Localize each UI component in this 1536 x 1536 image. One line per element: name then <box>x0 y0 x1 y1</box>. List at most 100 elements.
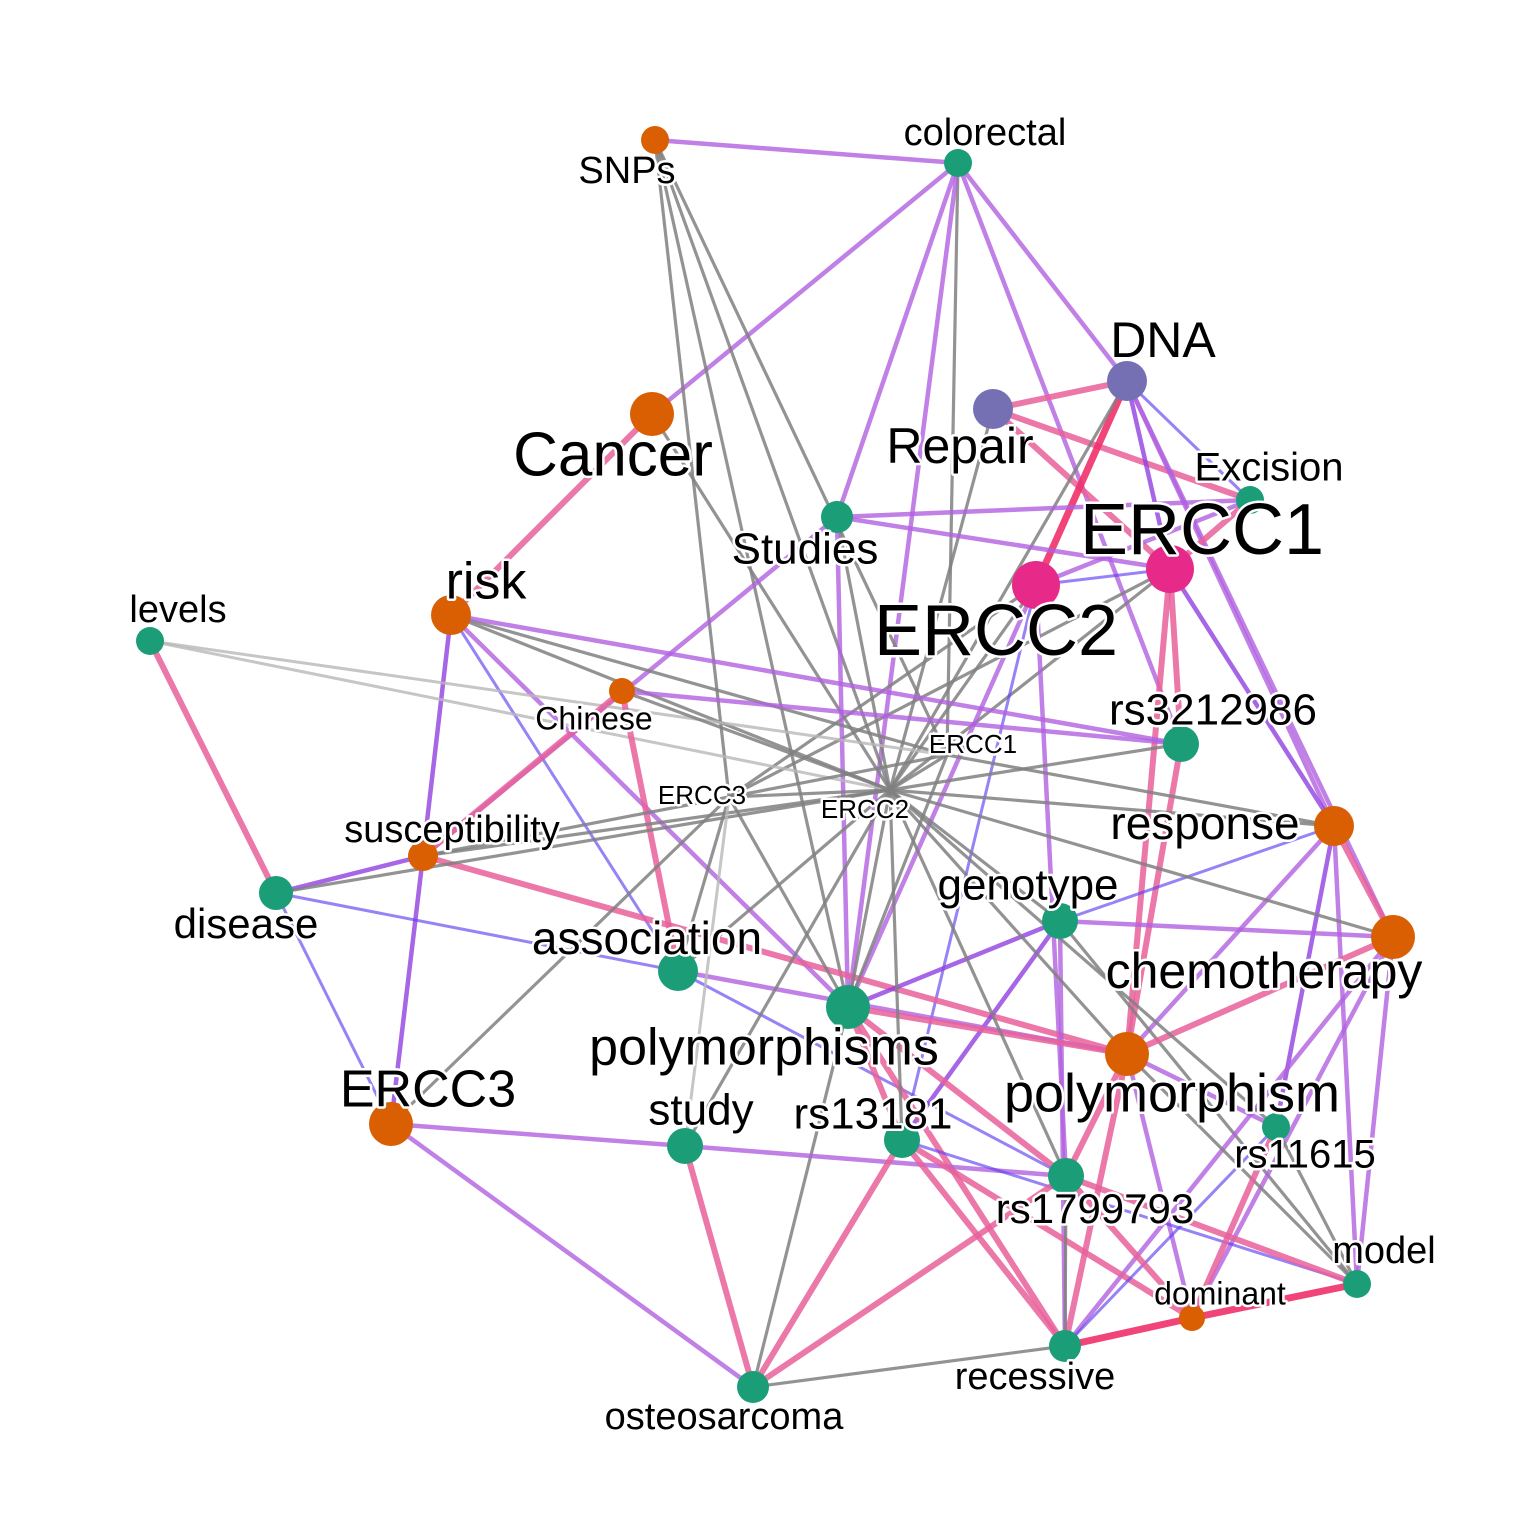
node-levels <box>136 627 164 655</box>
edge-levels-ercc2_small <box>148 639 892 792</box>
edge-polymorphism-rs11615 <box>1124 1051 1279 1130</box>
edge-polymorphisms-polymorphism <box>845 1004 1130 1057</box>
node-label-rs13181: rs13181 <box>793 1090 952 1139</box>
node-label-ercc3_small: ERCC3 <box>658 780 746 810</box>
node-label-dominant: dominant <box>1154 1275 1286 1311</box>
edge-response-model <box>1331 823 1360 1287</box>
node-label-excision: Excision <box>1195 446 1344 490</box>
node-dna <box>1107 361 1147 401</box>
node-disease <box>259 876 293 910</box>
edge-colorectal-rs3212986 <box>955 160 1184 747</box>
node-label-risk: risk <box>446 553 528 611</box>
edge-polymorphism-rs1799793 <box>1063 1051 1130 1179</box>
node-study <box>667 1128 703 1164</box>
edge-rs3212986-ercc2_small <box>888 742 1183 792</box>
node-label-polymorphisms: polymorphisms <box>589 1019 939 1077</box>
edge-repair-dna <box>990 378 1130 412</box>
edge-polymorphisms-rs1799793 <box>845 1004 1069 1179</box>
edge-layer <box>147 137 1396 1390</box>
node-label-chemotherapy: chemotherapy <box>1106 943 1423 999</box>
edge-susceptibility-polymorphism <box>420 853 1130 1057</box>
node-chinese <box>609 678 635 704</box>
node-ercc2_big <box>1012 561 1060 609</box>
edge-response-ercc1_small <box>945 753 1336 828</box>
node-label-ercc1_small: ERCC1 <box>929 729 1017 759</box>
node-polymorphism <box>1105 1032 1149 1076</box>
edge-susceptibility-ercc2_small <box>421 788 892 858</box>
edge-ercc2_big-rs13181 <box>900 583 1038 1142</box>
node-label-ercc3_big: ERCC3 <box>340 1061 516 1119</box>
edge-genotype-polymorphisms <box>845 918 1063 1010</box>
node-label-association: association <box>532 912 762 964</box>
node-label-rs3212986: rs3212986 <box>1109 686 1317 735</box>
edge-ercc2_big-ercc2_small <box>888 583 1038 792</box>
node-label-rs11615: rs11615 <box>1234 1133 1376 1177</box>
edge-dna-excision <box>1125 379 1252 502</box>
node-rs11615 <box>1262 1113 1290 1141</box>
edge-association-ercc2_small <box>676 788 892 973</box>
edge-chemotherapy-ercc2_small <box>888 788 1395 939</box>
edge-chemotherapy-recessive <box>1062 934 1396 1349</box>
node-label-genotype: genotype <box>937 861 1118 910</box>
edge-risk-susceptibility <box>420 612 454 859</box>
node-genotype <box>1042 903 1078 939</box>
edge-chinese-susceptibility <box>420 688 625 859</box>
node-risk <box>431 595 471 635</box>
node-label-repair: Repair <box>886 418 1033 474</box>
edge-ercc1_small-ercc2_small <box>888 753 949 792</box>
node-label-colorectal: colorectal <box>904 112 1067 154</box>
edge-colorectal-dna <box>955 160 1130 384</box>
node-label-dna: DNA <box>1110 312 1216 368</box>
node-label-cancer: Cancer <box>513 420 713 489</box>
edge-susceptibility-disease <box>273 853 426 896</box>
edge-colorectal-cancer <box>649 160 961 417</box>
edge-rs1799793-dominant <box>1063 1173 1195 1321</box>
node-repair <box>973 389 1013 429</box>
node-rs1799793 <box>1048 1158 1084 1194</box>
edge-ercc1_big-studies <box>834 514 1173 572</box>
edge-colorectal-ercc1_small <box>945 161 960 757</box>
edge-rs13181-ercc2_small <box>888 788 904 1142</box>
node-label-study: study <box>648 1086 753 1135</box>
node-snps <box>641 126 669 154</box>
edge-polymorphisms-ercc3_small <box>727 795 850 1009</box>
node-ercc1_big <box>1146 545 1194 593</box>
node-dominant <box>1179 1305 1205 1331</box>
edge-rs13181-osteosarcoma <box>750 1137 905 1390</box>
edge-ercc3_big-study <box>388 1121 688 1149</box>
node-layer <box>136 126 1415 1403</box>
edge-dominant-model <box>1188 1280 1361 1322</box>
node-label-polymorphism: polymorphism <box>1004 1063 1340 1123</box>
edge-ercc3_big-ercc3_small <box>389 795 731 1126</box>
node-label-levels: levels <box>129 589 226 631</box>
edge-snps-ercc1_small <box>653 138 949 757</box>
node-model <box>1343 1270 1371 1298</box>
edge-snps-colorectal <box>652 137 961 166</box>
edge-snps-ercc2_small <box>653 138 892 792</box>
node-label-rs1799793: rs1799793 <box>996 1185 1195 1232</box>
edge-model-rs11615 <box>1274 1125 1359 1286</box>
edge-polymorphisms-rs13181 <box>845 1004 905 1143</box>
edge-rs1799793-osteosarcoma <box>750 1173 1069 1390</box>
edge-dna-chemotherapy <box>1124 378 1396 940</box>
edge-polymorphisms-osteosarcoma <box>751 1005 850 1389</box>
edge-polymorphism-dominant <box>1124 1051 1195 1321</box>
edge-risk-ercc1_small <box>449 613 949 757</box>
node-studies <box>821 501 853 533</box>
edge-polymorphisms-ercc2_small <box>846 788 892 1009</box>
edge-excision-studies <box>834 497 1253 520</box>
node-label-susceptibility: susceptibility <box>344 809 559 851</box>
edge-disease-ercc3_big <box>274 891 393 1126</box>
edge-chinese-rs3212986 <box>619 688 1184 747</box>
node-label-osteosarcoma: osteosarcoma <box>605 1396 845 1438</box>
node-osteosarcoma <box>737 1371 769 1403</box>
edge-ercc1_big-response <box>1167 566 1337 829</box>
node-association <box>658 951 698 991</box>
edge-response-ercc2_small <box>888 788 1336 828</box>
edge-ercc1_small-ercc3_small <box>727 753 949 799</box>
node-rs3212986 <box>1163 726 1199 762</box>
node-label-response: response <box>1110 797 1299 849</box>
edge-rs11615-ercc2_small <box>888 788 1278 1129</box>
edge-response-polymorphism <box>1124 823 1337 1057</box>
edge-study-rs1799793 <box>682 1143 1069 1179</box>
